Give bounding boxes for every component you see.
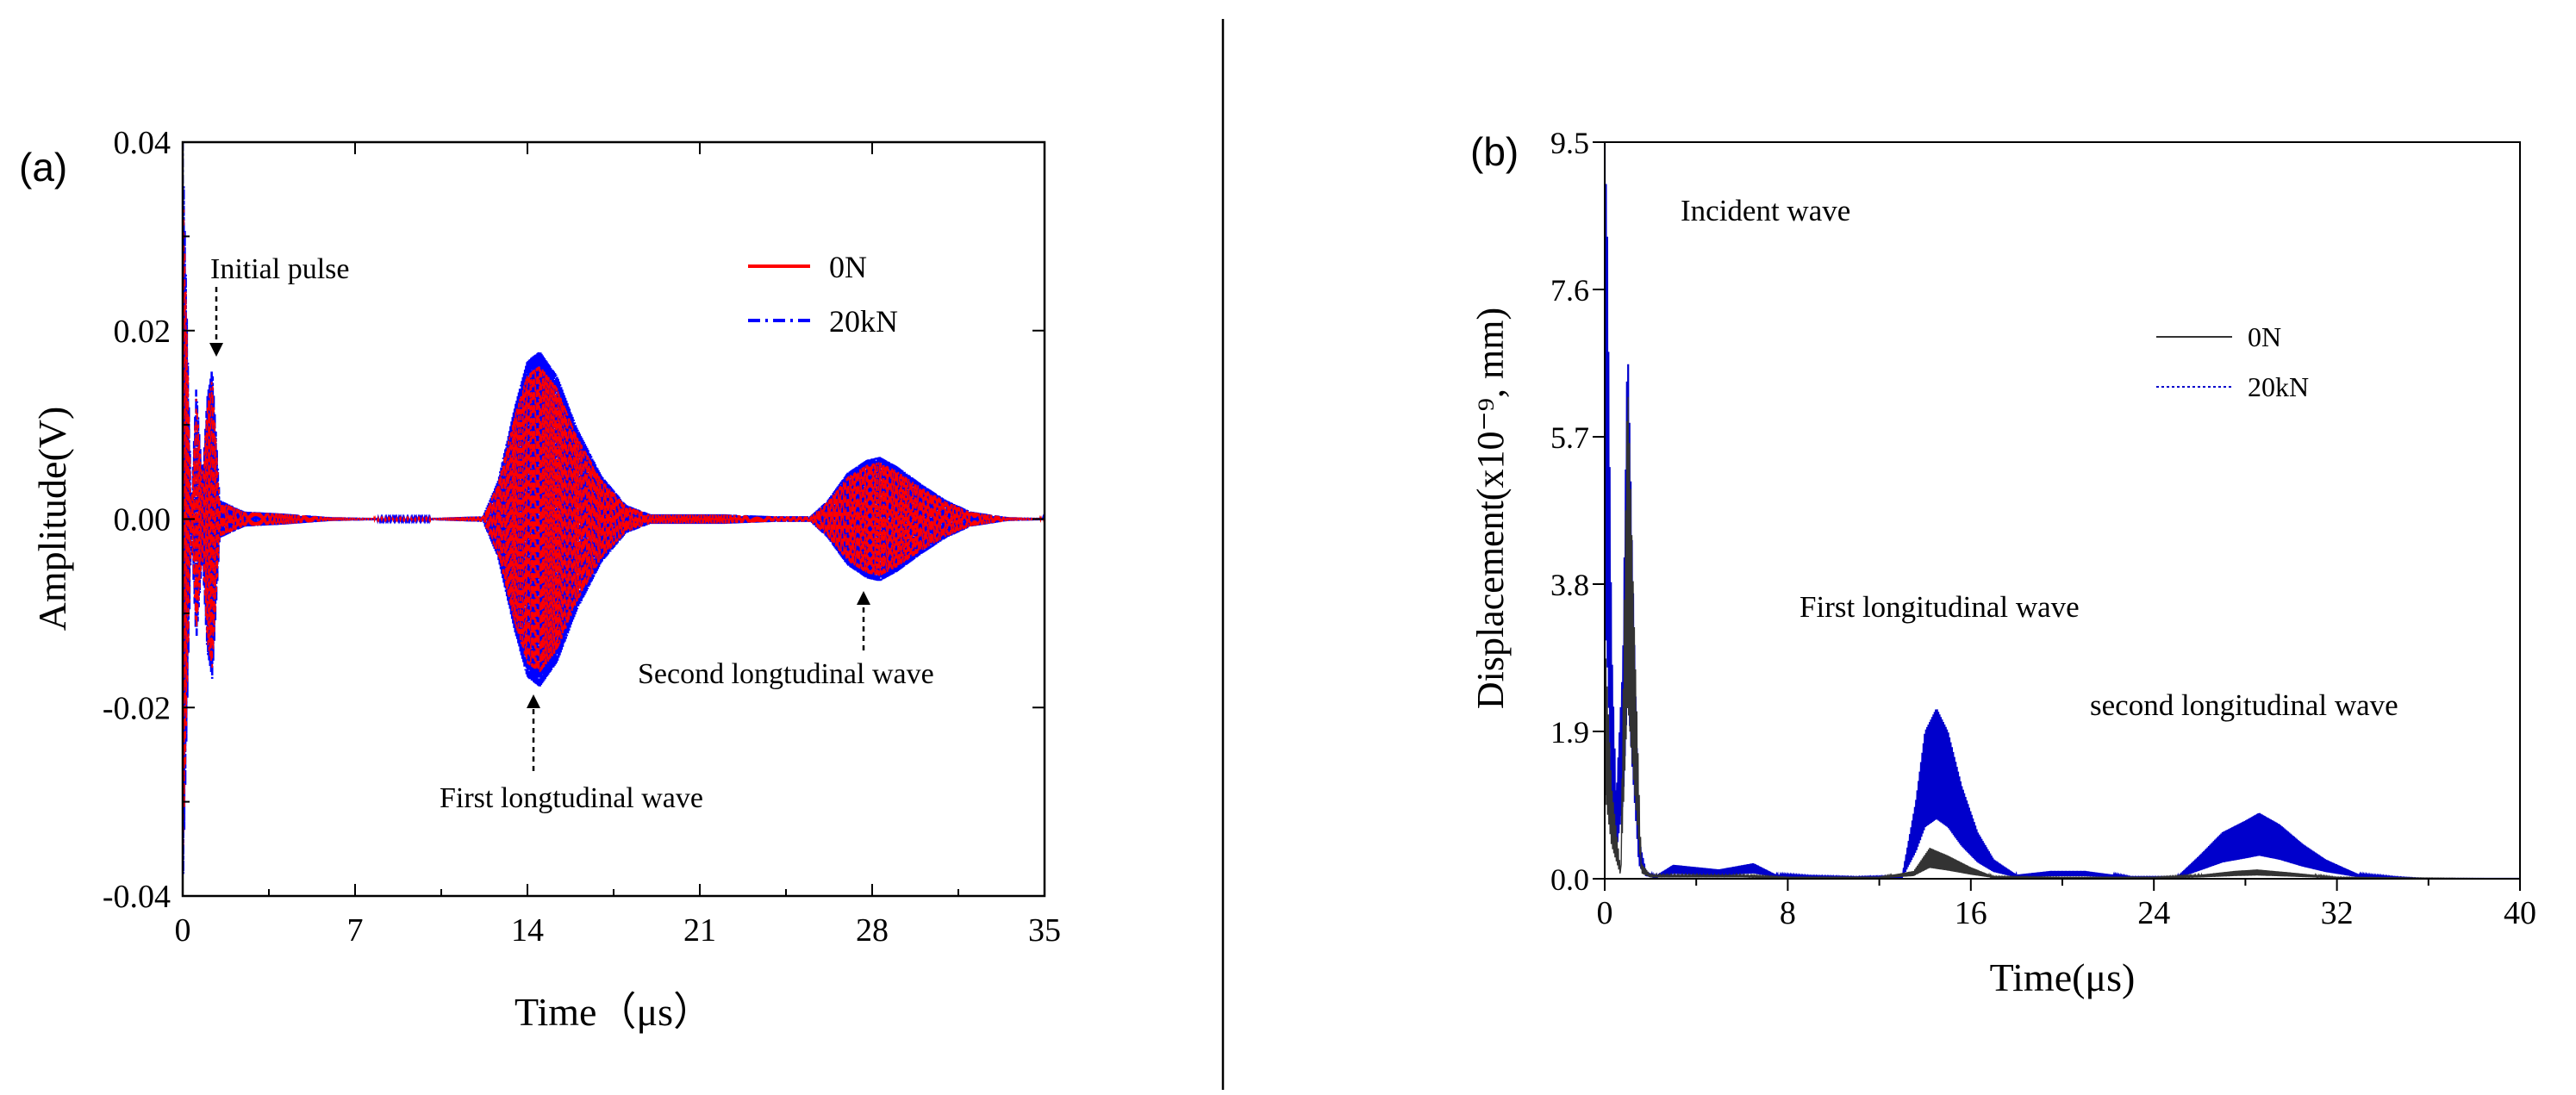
series-line-20kn-b [1605, 142, 2520, 879]
y-axis-label-b: Displacement(x10⁻⁹, mm) [1469, 308, 1512, 709]
arrowhead-initial-pulse [209, 343, 223, 357]
x-tick-label-a: 0 [175, 912, 191, 949]
panel-label-a: (a) [19, 145, 67, 190]
y-tick-label-b: 7.6 [1550, 273, 1589, 308]
legend-a: 0N 20kN [748, 250, 898, 339]
y-tick-label-b: 1.9 [1550, 715, 1589, 750]
axes-ticks-b: 0 8 16 24 32 40 0.0 1.9 3.8 5.7 7.6 9.5 [1550, 126, 2536, 931]
x-tick-label-a: 28 [856, 912, 889, 949]
legend-label-0n-a: 0N [829, 250, 867, 284]
x-tick-label-a: 7 [347, 912, 364, 949]
y-axis-label-a: Amplitude(V) [30, 407, 74, 631]
legend-label-20kn-a: 20kN [829, 304, 898, 339]
y-tick-label-b: 0.0 [1550, 862, 1589, 897]
x-tick-label-b: 40 [2504, 895, 2536, 931]
plot-area-a [183, 142, 1045, 874]
y-tick-label-a: 0.04 [114, 125, 172, 161]
chart-panel-b: 0 8 16 24 32 40 0.0 1.9 3.8 5.7 7.6 9.5 (b) Displac… [1469, 126, 2536, 999]
x-axis-label-b: Time(μs) [1990, 955, 2136, 999]
plot-frame-b [1604, 141, 2521, 880]
y-tick-label-a: 0.02 [114, 314, 172, 350]
x-tick-label-b: 24 [2137, 895, 2170, 931]
panel-label-b: (b) [1470, 129, 1519, 174]
y-tick-label-b: 9.5 [1550, 126, 1589, 160]
series-line-0n-b [1605, 396, 2520, 879]
legend-b: 0N 20kN [2156, 321, 2309, 402]
x-tick-label-a: 21 [683, 912, 716, 949]
legend-label-0n-b: 0N [2248, 321, 2281, 352]
y-tick-label-b: 3.8 [1550, 568, 1589, 602]
y-tick-label-b: 5.7 [1550, 420, 1589, 455]
x-tick-label-b: 8 [1780, 895, 1796, 931]
x-tick-label-a: 35 [1028, 912, 1061, 949]
x-tick-label-a: 14 [511, 912, 544, 949]
annotation-incident-wave: Incident wave [1681, 194, 1850, 227]
series-line-0n-a [183, 168, 1045, 849]
axes-ticks-a: 0 7 14 21 28 35 -0.04 -0.02 0.00 0.02 0.04 [103, 125, 1061, 949]
chart-panel-a: 0 7 14 21 28 35 -0.04 -0.02 0.00 0.02 0.04 (a) Amp… [19, 125, 1061, 1034]
y-tick-label-a: -0.02 [103, 690, 171, 726]
annotation-second-wave-b: second longitudinal wave [2090, 688, 2398, 722]
x-tick-label-b: 0 [1597, 895, 1613, 931]
y-tick-label-a: 0.00 [114, 502, 172, 538]
annotation-second-wave-a: Second longtudinal wave [638, 658, 934, 690]
arrowhead-second-wave-a [857, 591, 870, 605]
x-tick-label-b: 16 [1955, 895, 1987, 931]
x-tick-label-b: 32 [2321, 895, 2354, 931]
annotation-first-wave-a: First longtudinal wave [440, 782, 703, 814]
y-tick-label-a: -0.04 [103, 879, 171, 915]
plot-frame-a [181, 140, 1046, 898]
annotation-first-wave-b: First longitudinal wave [1799, 590, 2080, 624]
legend-label-20kn-b: 20kN [2248, 371, 2309, 402]
arrowhead-first-wave-a [527, 694, 540, 708]
plot-area-b [1605, 142, 2520, 879]
annotation-initial-pulse: Initial pulse [210, 253, 349, 285]
x-axis-label-a: Time（μs） [515, 990, 713, 1034]
